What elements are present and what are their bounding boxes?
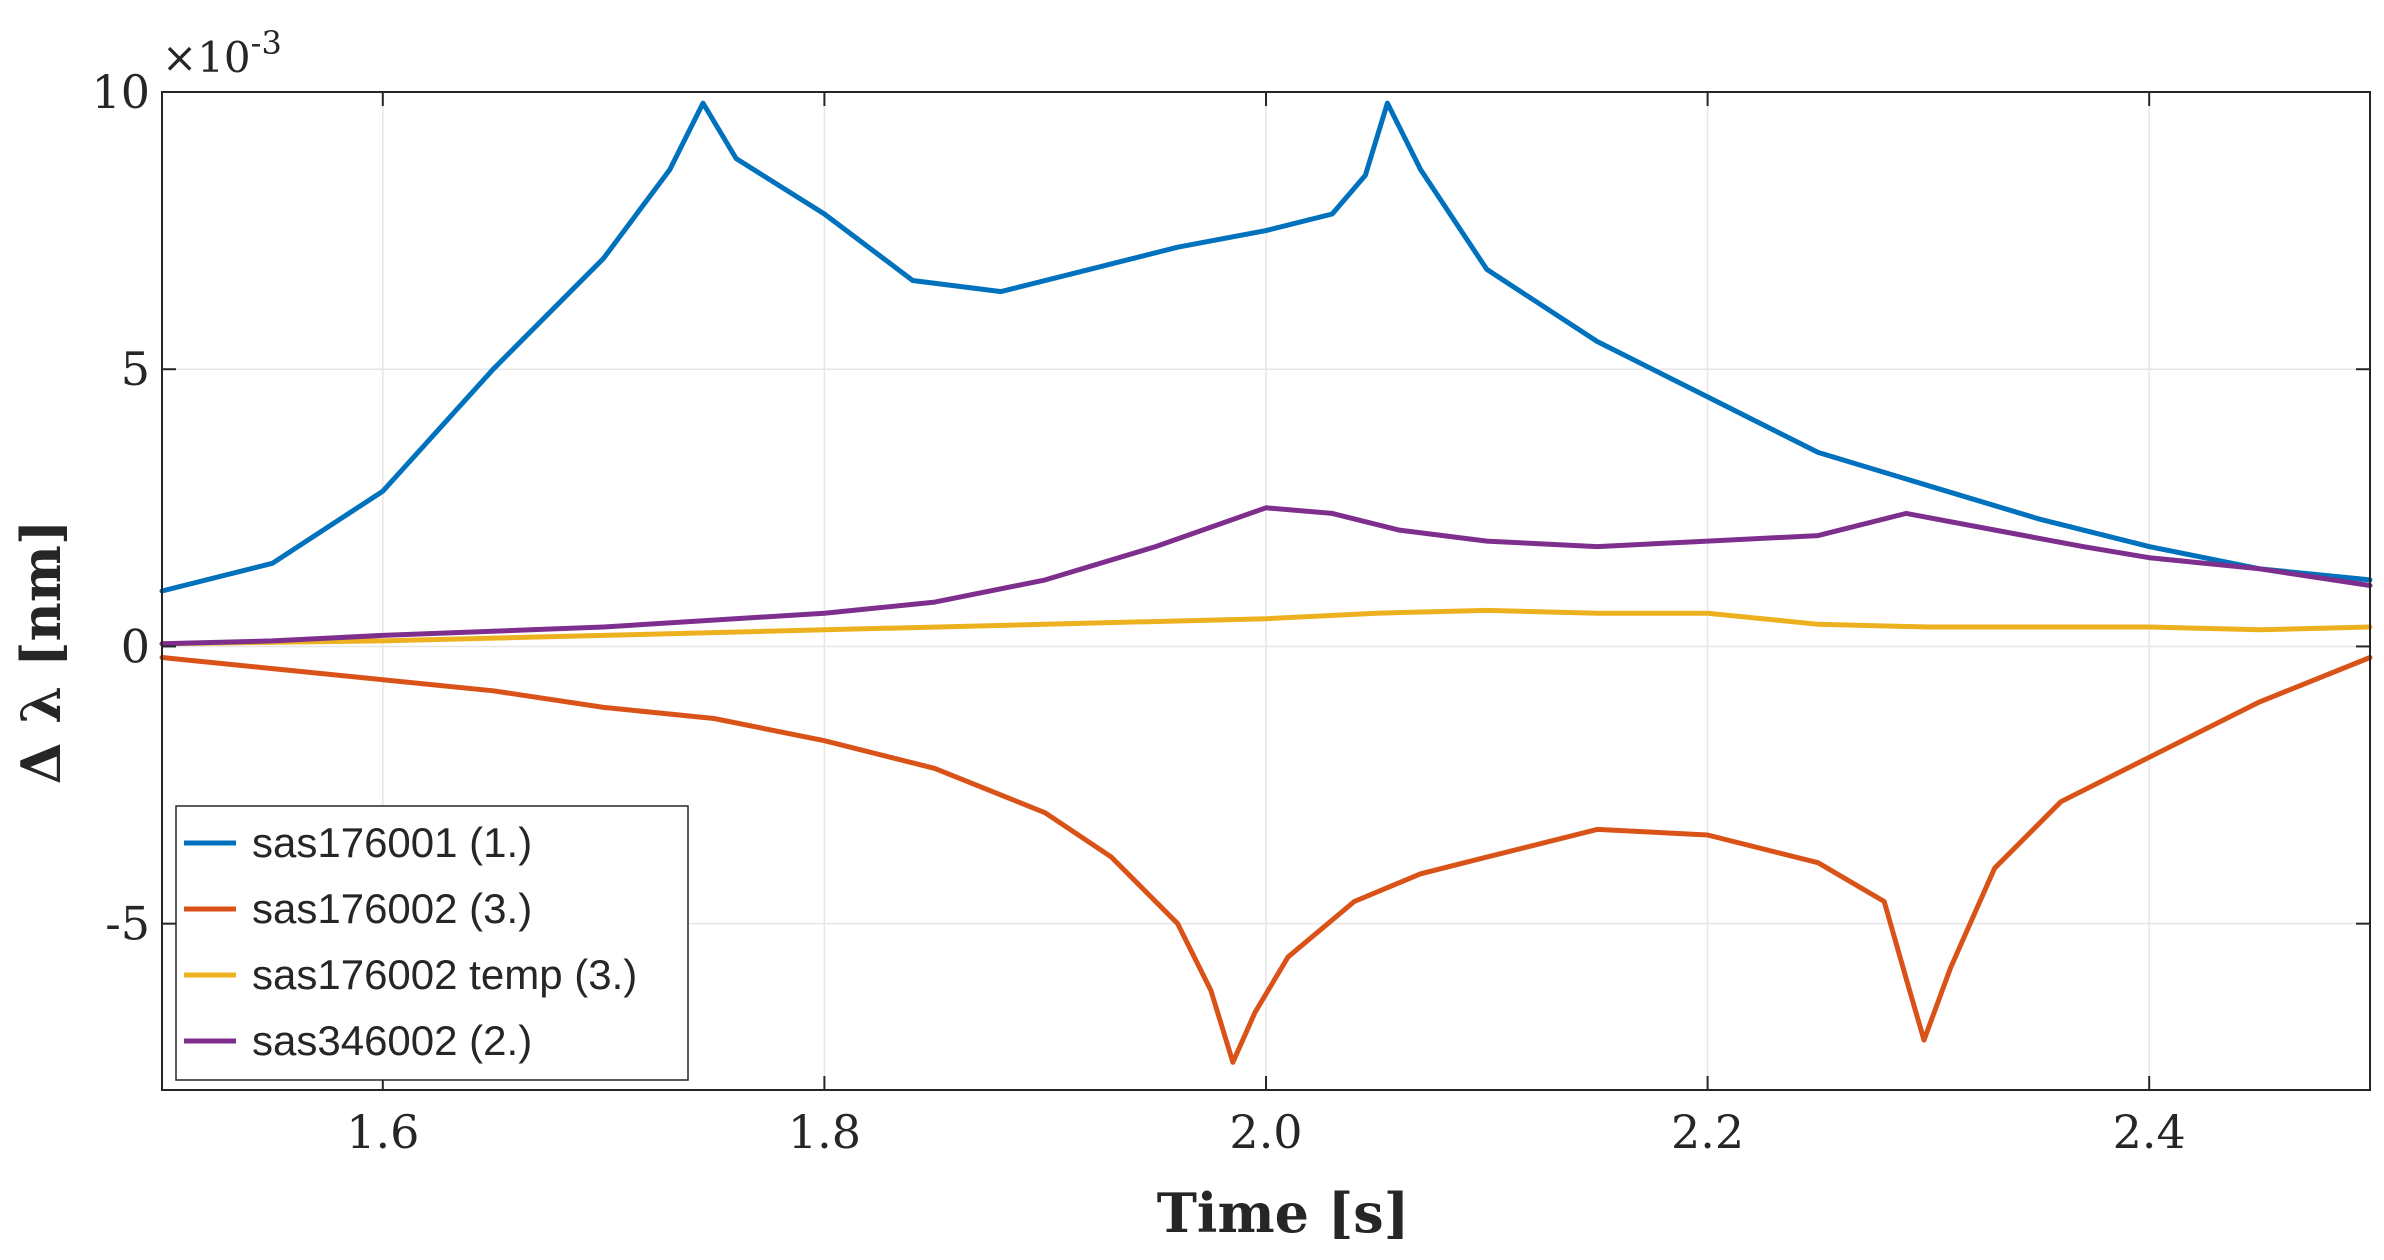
y-tick-label: 10: [91, 65, 150, 119]
legend-label-sas176002: sas176002 (3.): [252, 885, 532, 932]
legend: sas176001 (1.) sas176002 (3.) sas176002 …: [175, 805, 689, 1081]
legend-item-sas176002-temp: sas176002 temp (3.): [184, 951, 637, 998]
x-tick-label: 1.8: [788, 1105, 861, 1159]
series-line-sas176001-1: [159, 100, 2373, 594]
y-exponent-label: ×10-3: [162, 24, 282, 82]
series-line-sas346002-2: [159, 505, 2373, 647]
legend-item-sas176002: sas176002 (3.): [184, 885, 532, 932]
legend-label-sas176001: sas176001 (1.): [252, 819, 532, 866]
y-tick-label: -5: [105, 897, 150, 951]
legend-label-sas176002-temp: sas176002 temp (3.): [252, 951, 637, 998]
series-line-sas176002-temp-3: [159, 607, 2373, 647]
tick-layer: 1.6 1.8 2.0 2.2 2.4 -5 0 5 10: [91, 65, 2370, 1159]
x-tick-label: 1.6: [346, 1105, 419, 1159]
series-layer: [159, 100, 2373, 1065]
series-line-sas176002-3: [159, 655, 2373, 1065]
x-tick-label: 2.0: [1229, 1105, 1302, 1159]
y-tick-label: 0: [121, 619, 150, 673]
legend-item-sas176001: sas176001 (1.): [184, 819, 532, 866]
y-axis-title: Δ λ [nm]: [9, 520, 73, 785]
x-axis-title: Time [s]: [1157, 1181, 1410, 1245]
legend-box: [175, 805, 689, 1081]
legend-label-sas346002: sas346002 (2.): [252, 1017, 532, 1064]
x-tick-label: 2.2: [1671, 1105, 1744, 1159]
legend-item-sas346002: sas346002 (2.): [184, 1017, 532, 1064]
x-tick-label: 2.4: [2113, 1105, 2186, 1159]
y-tick-label: 5: [121, 342, 150, 396]
